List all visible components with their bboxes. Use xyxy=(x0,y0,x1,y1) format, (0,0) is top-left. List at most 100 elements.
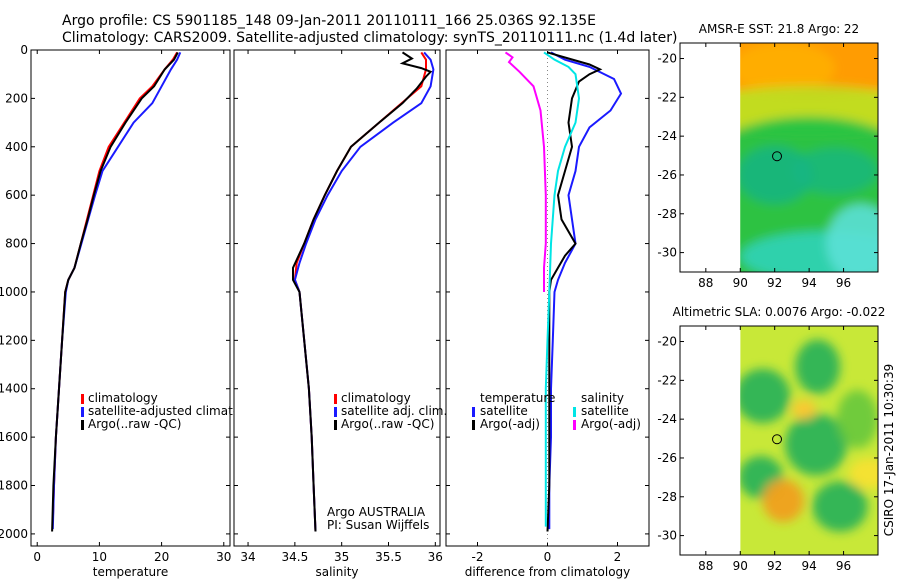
legend-label: climatology xyxy=(88,391,158,405)
x-tick-label: 34 xyxy=(240,550,255,564)
legend-swatch xyxy=(334,394,337,404)
map-title: Altimetric SLA: 0.0076 Argo: -0.022 xyxy=(673,305,886,319)
plot-frame xyxy=(30,49,231,547)
x-axis-label: difference from climatology xyxy=(465,565,631,579)
map-y-tick-label: -30 xyxy=(657,529,677,543)
legend-swatch xyxy=(81,407,84,417)
map-field xyxy=(740,43,878,272)
annotation-text: PI: Susan Wijffels xyxy=(327,518,429,532)
map-blob xyxy=(812,481,868,532)
x-tick-label: 10 xyxy=(92,550,107,564)
x-tick-label: 2 xyxy=(614,550,622,564)
y-tick-label: 0 xyxy=(20,43,28,57)
x-axis-label: salinity xyxy=(315,565,358,579)
x-tick-label: 35.5 xyxy=(375,550,402,564)
legend-label: satellite-adjusted climatolog xyxy=(88,404,258,418)
map-sla: Altimetric SLA: 0.0076 Argo: -0.022 -20 -2… xyxy=(657,305,886,573)
legend-swatch xyxy=(472,407,475,417)
map-blob xyxy=(740,145,813,205)
map-title: AMSR-E SST: 21.8 Argo: 22 xyxy=(699,22,859,36)
map-blob xyxy=(762,479,804,523)
map-x-tick-label: 88 xyxy=(698,276,713,290)
series-temperature-satellite xyxy=(548,51,623,530)
legend-swatch xyxy=(573,420,576,430)
map-x-tick-label: 94 xyxy=(801,559,816,573)
series-argo-raw-qc xyxy=(292,51,433,532)
map-y-tick-label: -30 xyxy=(657,246,677,260)
map-y-tick-label: -26 xyxy=(657,451,677,465)
y-tick-label: 1800 xyxy=(0,479,28,493)
map-x-tick-label: 92 xyxy=(767,559,782,573)
map-field xyxy=(740,326,878,555)
legend-label: Argo(-adj) xyxy=(581,417,641,431)
legend-group-title: temperature xyxy=(480,391,555,405)
title-line-2: Climatology: CARS2009. Satellite-adjuste… xyxy=(62,30,678,46)
legend-label: climatology xyxy=(341,391,411,405)
map-x-tick-label: 88 xyxy=(698,559,713,573)
map-x-tick-label: 96 xyxy=(836,559,851,573)
legend-label: Argo(..raw -QC) xyxy=(88,417,181,431)
legend-label: satellite xyxy=(581,404,629,418)
x-tick-label: 35 xyxy=(334,550,349,564)
legend-label: Argo(..raw -QC) xyxy=(341,417,434,431)
map-x-tick-label: 90 xyxy=(733,276,748,290)
map-blob xyxy=(795,339,841,394)
x-axis-label: temperature xyxy=(93,565,168,579)
y-tick-label: 400 xyxy=(5,140,28,154)
y-tick-label: 1400 xyxy=(0,382,28,396)
map-x-tick-label: 90 xyxy=(733,559,748,573)
legend-swatch xyxy=(472,420,475,430)
series-argo-raw-qc xyxy=(51,51,179,532)
map-y-tick-label: -28 xyxy=(657,490,677,504)
series-salinity-satellite xyxy=(543,51,581,527)
map-blob xyxy=(740,368,791,424)
map-y-tick-label: -24 xyxy=(657,412,677,426)
map-x-tick-label: 92 xyxy=(767,276,782,290)
map-blob xyxy=(836,390,878,449)
title-line-1: Argo profile: CS 5901185_148 09-Jan-2011… xyxy=(62,13,596,29)
timestamp-stamp: CSIRO 17-Jan-2011 10:30:39 xyxy=(882,364,896,536)
map-x-tick-label: 94 xyxy=(801,276,816,290)
legend-label: satellite adj. clim. xyxy=(341,404,447,418)
map-y-tick-label: -28 xyxy=(657,207,677,221)
map-y-tick-label: -24 xyxy=(657,129,677,143)
argo-position-marker xyxy=(772,434,783,445)
x-tick-label: 20 xyxy=(154,550,169,564)
map-blob xyxy=(791,399,817,420)
legend-label: satellite xyxy=(480,404,528,418)
x-tick-label: 30 xyxy=(216,550,231,564)
y-tick-label: 2000 xyxy=(0,527,28,541)
map-blob xyxy=(848,457,878,490)
map-frame xyxy=(679,42,879,273)
legend-swatch xyxy=(81,394,84,404)
y-tick-label: 600 xyxy=(5,188,28,202)
legend-label: Argo(-adj) xyxy=(480,417,540,431)
x-tick-label: 0 xyxy=(33,550,41,564)
legend-swatch xyxy=(334,420,337,430)
legend-swatch xyxy=(334,407,337,417)
argo-position-marker xyxy=(772,151,783,162)
legend-group-title: salinity xyxy=(581,391,624,405)
plot-frame xyxy=(233,49,441,547)
y-tick-label: 200 xyxy=(5,91,28,105)
x-tick-label: 34.5 xyxy=(282,550,309,564)
y-tick-label: 800 xyxy=(5,237,28,251)
map-y-tick-label: -20 xyxy=(657,52,677,66)
panel-temperature: 0 200 400 600 800 1000 1200 1400 1600 1800 2000 0 10… xyxy=(0,43,258,579)
series-salinity-argo-adj xyxy=(504,51,547,292)
x-tick-label: 36 xyxy=(428,550,443,564)
map-frame xyxy=(679,325,879,556)
map-blob xyxy=(785,413,848,476)
y-tick-label: 1000 xyxy=(0,285,28,299)
legend-swatch xyxy=(81,420,84,430)
y-tick-label: 1200 xyxy=(0,333,28,347)
map-y-tick-label: -20 xyxy=(657,335,677,349)
x-tick-label: -2 xyxy=(472,550,484,564)
x-tick-label: 0 xyxy=(544,550,552,564)
map-y-tick-label: -22 xyxy=(657,90,677,104)
map-sst: AMSR-E SST: 21.8 Argo: 22 -20 -22 -24 -26 -28… xyxy=(657,22,879,290)
map-y-tick-label: -22 xyxy=(657,373,677,387)
map-blob xyxy=(791,147,878,195)
